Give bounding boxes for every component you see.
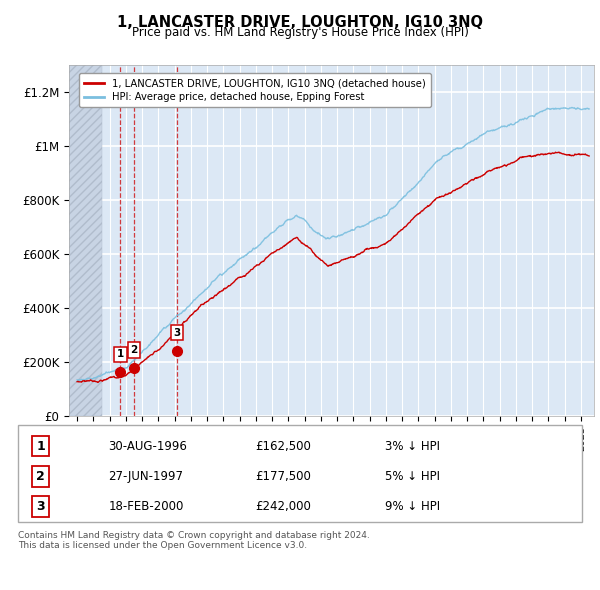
- Text: 1: 1: [36, 440, 45, 453]
- Text: 5% ↓ HPI: 5% ↓ HPI: [385, 470, 440, 483]
- Text: 1, LANCASTER DRIVE, LOUGHTON, IG10 3NQ: 1, LANCASTER DRIVE, LOUGHTON, IG10 3NQ: [117, 15, 483, 30]
- Text: £177,500: £177,500: [255, 470, 311, 483]
- Text: 30-AUG-1996: 30-AUG-1996: [108, 440, 187, 453]
- FancyBboxPatch shape: [18, 425, 582, 522]
- Text: 27-JUN-1997: 27-JUN-1997: [108, 470, 183, 483]
- Bar: [69, 65, 101, 416]
- Legend: 1, LANCASTER DRIVE, LOUGHTON, IG10 3NQ (detached house), HPI: Average price, det: 1, LANCASTER DRIVE, LOUGHTON, IG10 3NQ (…: [79, 73, 431, 107]
- Text: 2: 2: [130, 345, 137, 355]
- Text: 1: 1: [117, 349, 124, 359]
- Text: 9% ↓ HPI: 9% ↓ HPI: [385, 500, 440, 513]
- Text: 18-FEB-2000: 18-FEB-2000: [108, 500, 184, 513]
- Text: 2: 2: [36, 470, 45, 483]
- Text: 3: 3: [173, 327, 181, 337]
- Text: £242,000: £242,000: [255, 500, 311, 513]
- Text: Price paid vs. HM Land Registry's House Price Index (HPI): Price paid vs. HM Land Registry's House …: [131, 26, 469, 39]
- Text: £162,500: £162,500: [255, 440, 311, 453]
- Text: 3: 3: [36, 500, 45, 513]
- Text: Contains HM Land Registry data © Crown copyright and database right 2024.
This d: Contains HM Land Registry data © Crown c…: [18, 531, 370, 550]
- Text: 3% ↓ HPI: 3% ↓ HPI: [385, 440, 440, 453]
